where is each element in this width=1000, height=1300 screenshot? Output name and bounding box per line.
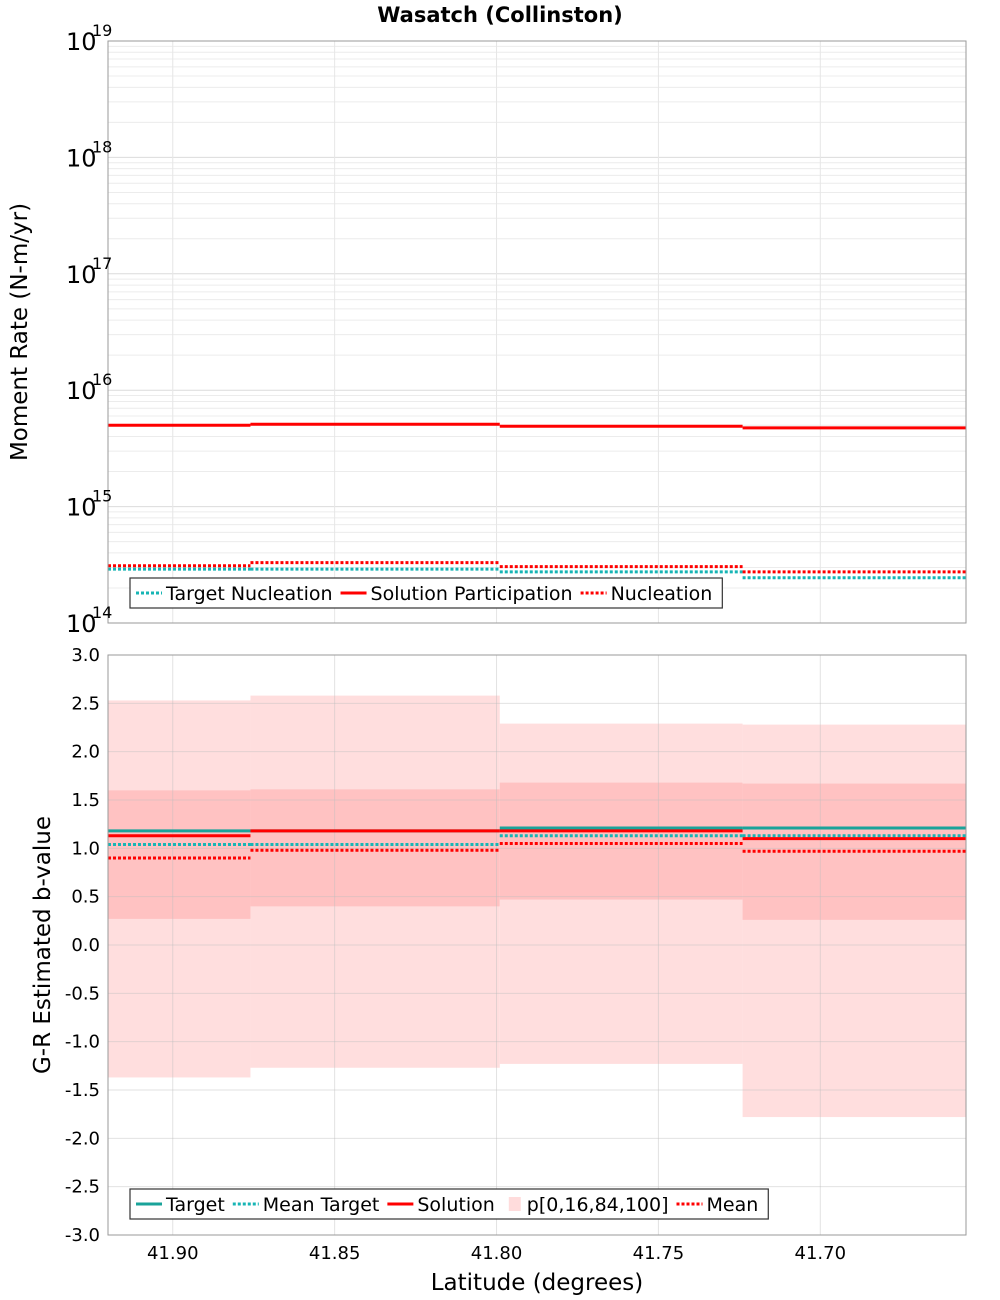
- y-tick-label: 3.0: [71, 645, 100, 666]
- legend-label: Target: [165, 1194, 225, 1216]
- legend-box: [129, 577, 723, 609]
- y-tick-label: -1.0: [65, 1032, 100, 1053]
- b-value-y-axis-label: G-R Estimated b-value: [30, 816, 56, 1074]
- y-tick-label: 2.5: [71, 693, 100, 714]
- legend-label: Mean: [707, 1194, 759, 1216]
- legend-label: Target Nucleation: [165, 583, 333, 605]
- x-tick-label: 41.70: [795, 1243, 847, 1264]
- y-tick-label: 10: [66, 144, 97, 172]
- x-tick-label: 41.75: [633, 1243, 685, 1264]
- b-value-series: [108, 826, 966, 860]
- y-tick-label: 0.0: [71, 935, 100, 956]
- y-tick-exponent: 18: [92, 137, 112, 156]
- y-tick-label: 1.0: [71, 838, 100, 859]
- y-tick-exponent: 15: [92, 487, 112, 506]
- moment-rate-frame: [107, 40, 967, 624]
- percentile-band-inner: [250, 789, 500, 907]
- y-tick-label: 10: [66, 610, 97, 638]
- y-tick-label: 10: [66, 377, 97, 405]
- latitude-x-ticks: 41.90 41.85 41.80 41.75 41.70: [147, 1243, 846, 1264]
- x-tick-label: 41.85: [309, 1243, 361, 1264]
- y-tick-label: -3.0: [65, 1225, 100, 1246]
- legend-box: [129, 1188, 769, 1220]
- legend-label: Solution: [417, 1194, 494, 1216]
- y-tick-label: 10: [66, 261, 97, 289]
- y-tick-label: 1.5: [71, 790, 100, 811]
- legend-label: Solution Participation: [371, 583, 573, 605]
- b-value-panel: 3.0 2.5 2.0 1.5 1.0 0.5 0.0 -0.5 -1.0 -1.5 -2.0 -2.…: [30, 645, 967, 1296]
- moment-rate-legend: Target Nucleation Solution Participation N…: [129, 577, 723, 609]
- legend-label: Nucleation: [611, 583, 713, 605]
- x-tick-label: 41.90: [147, 1243, 199, 1264]
- b-value-y-ticks: 3.0 2.5 2.0 1.5 1.0 0.5 0.0 -0.5 -1.0 -1.5 -2.0 -2.…: [65, 645, 100, 1246]
- moment-rate-y-axis-label: Moment Rate (N-m/yr): [7, 203, 33, 461]
- y-tick-label: -2.0: [65, 1128, 100, 1149]
- y-tick-label: 10: [66, 494, 97, 522]
- y-tick-exponent: 16: [92, 370, 112, 389]
- y-tick-label: 10: [66, 28, 97, 56]
- y-tick-label: -2.5: [65, 1177, 100, 1198]
- legend-label: p[0,16,84,100]: [527, 1194, 669, 1216]
- percentile-band-inner: [108, 790, 251, 919]
- percentile-band-outer: [742, 724, 966, 1118]
- y-tick-exponent: 17: [92, 254, 112, 273]
- y-tick-label: 2.0: [71, 742, 100, 763]
- b-value-frame: [107, 654, 967, 1236]
- legend-label: Mean Target: [263, 1194, 380, 1216]
- x-tick-label: 41.80: [471, 1243, 523, 1264]
- percentile-band-inner: [499, 782, 743, 900]
- latitude-x-axis-label: Latitude (degrees): [431, 1270, 644, 1296]
- b-value-legend: Target Mean Target Solution p[0,16,84,100] M…: [129, 1188, 769, 1220]
- moment-rate-series: [108, 422, 966, 580]
- y-tick-label: -0.5: [65, 983, 100, 1004]
- b-value-percentile-bands: [108, 695, 966, 1118]
- y-tick-exponent: 19: [92, 21, 112, 40]
- y-tick-exponent: 14: [92, 603, 112, 622]
- y-tick-label: 0.5: [71, 887, 100, 908]
- y-tick-label: -1.5: [65, 1080, 100, 1101]
- legend-swatch: [508, 1197, 521, 1211]
- chart-title: Wasatch (Collinston): [377, 3, 623, 27]
- moment-rate-plot-area: [108, 41, 966, 623]
